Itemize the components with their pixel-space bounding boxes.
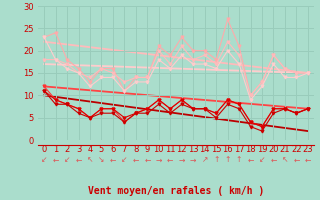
Text: ←: ← <box>305 156 311 164</box>
Text: ←: ← <box>75 156 82 164</box>
Text: ↖: ↖ <box>282 156 288 164</box>
Text: →: → <box>190 156 196 164</box>
Text: ↙: ↙ <box>259 156 265 164</box>
Text: ←: ← <box>133 156 139 164</box>
Text: ↑: ↑ <box>236 156 242 164</box>
Text: ↙: ↙ <box>41 156 47 164</box>
Text: ↖: ↖ <box>87 156 93 164</box>
Text: ←: ← <box>110 156 116 164</box>
Text: →: → <box>179 156 185 164</box>
Text: Vent moyen/en rafales ( km/h ): Vent moyen/en rafales ( km/h ) <box>88 186 264 196</box>
Text: ←: ← <box>293 156 300 164</box>
Text: ←: ← <box>144 156 150 164</box>
Text: ↘: ↘ <box>98 156 105 164</box>
Text: ↙: ↙ <box>121 156 128 164</box>
Text: ↗: ↗ <box>202 156 208 164</box>
Text: ↑: ↑ <box>224 156 231 164</box>
Text: →: → <box>156 156 162 164</box>
Text: ↑: ↑ <box>213 156 219 164</box>
Text: ↙: ↙ <box>64 156 70 164</box>
Text: ←: ← <box>52 156 59 164</box>
Text: ←: ← <box>167 156 173 164</box>
Text: ←: ← <box>247 156 254 164</box>
Text: ←: ← <box>270 156 277 164</box>
